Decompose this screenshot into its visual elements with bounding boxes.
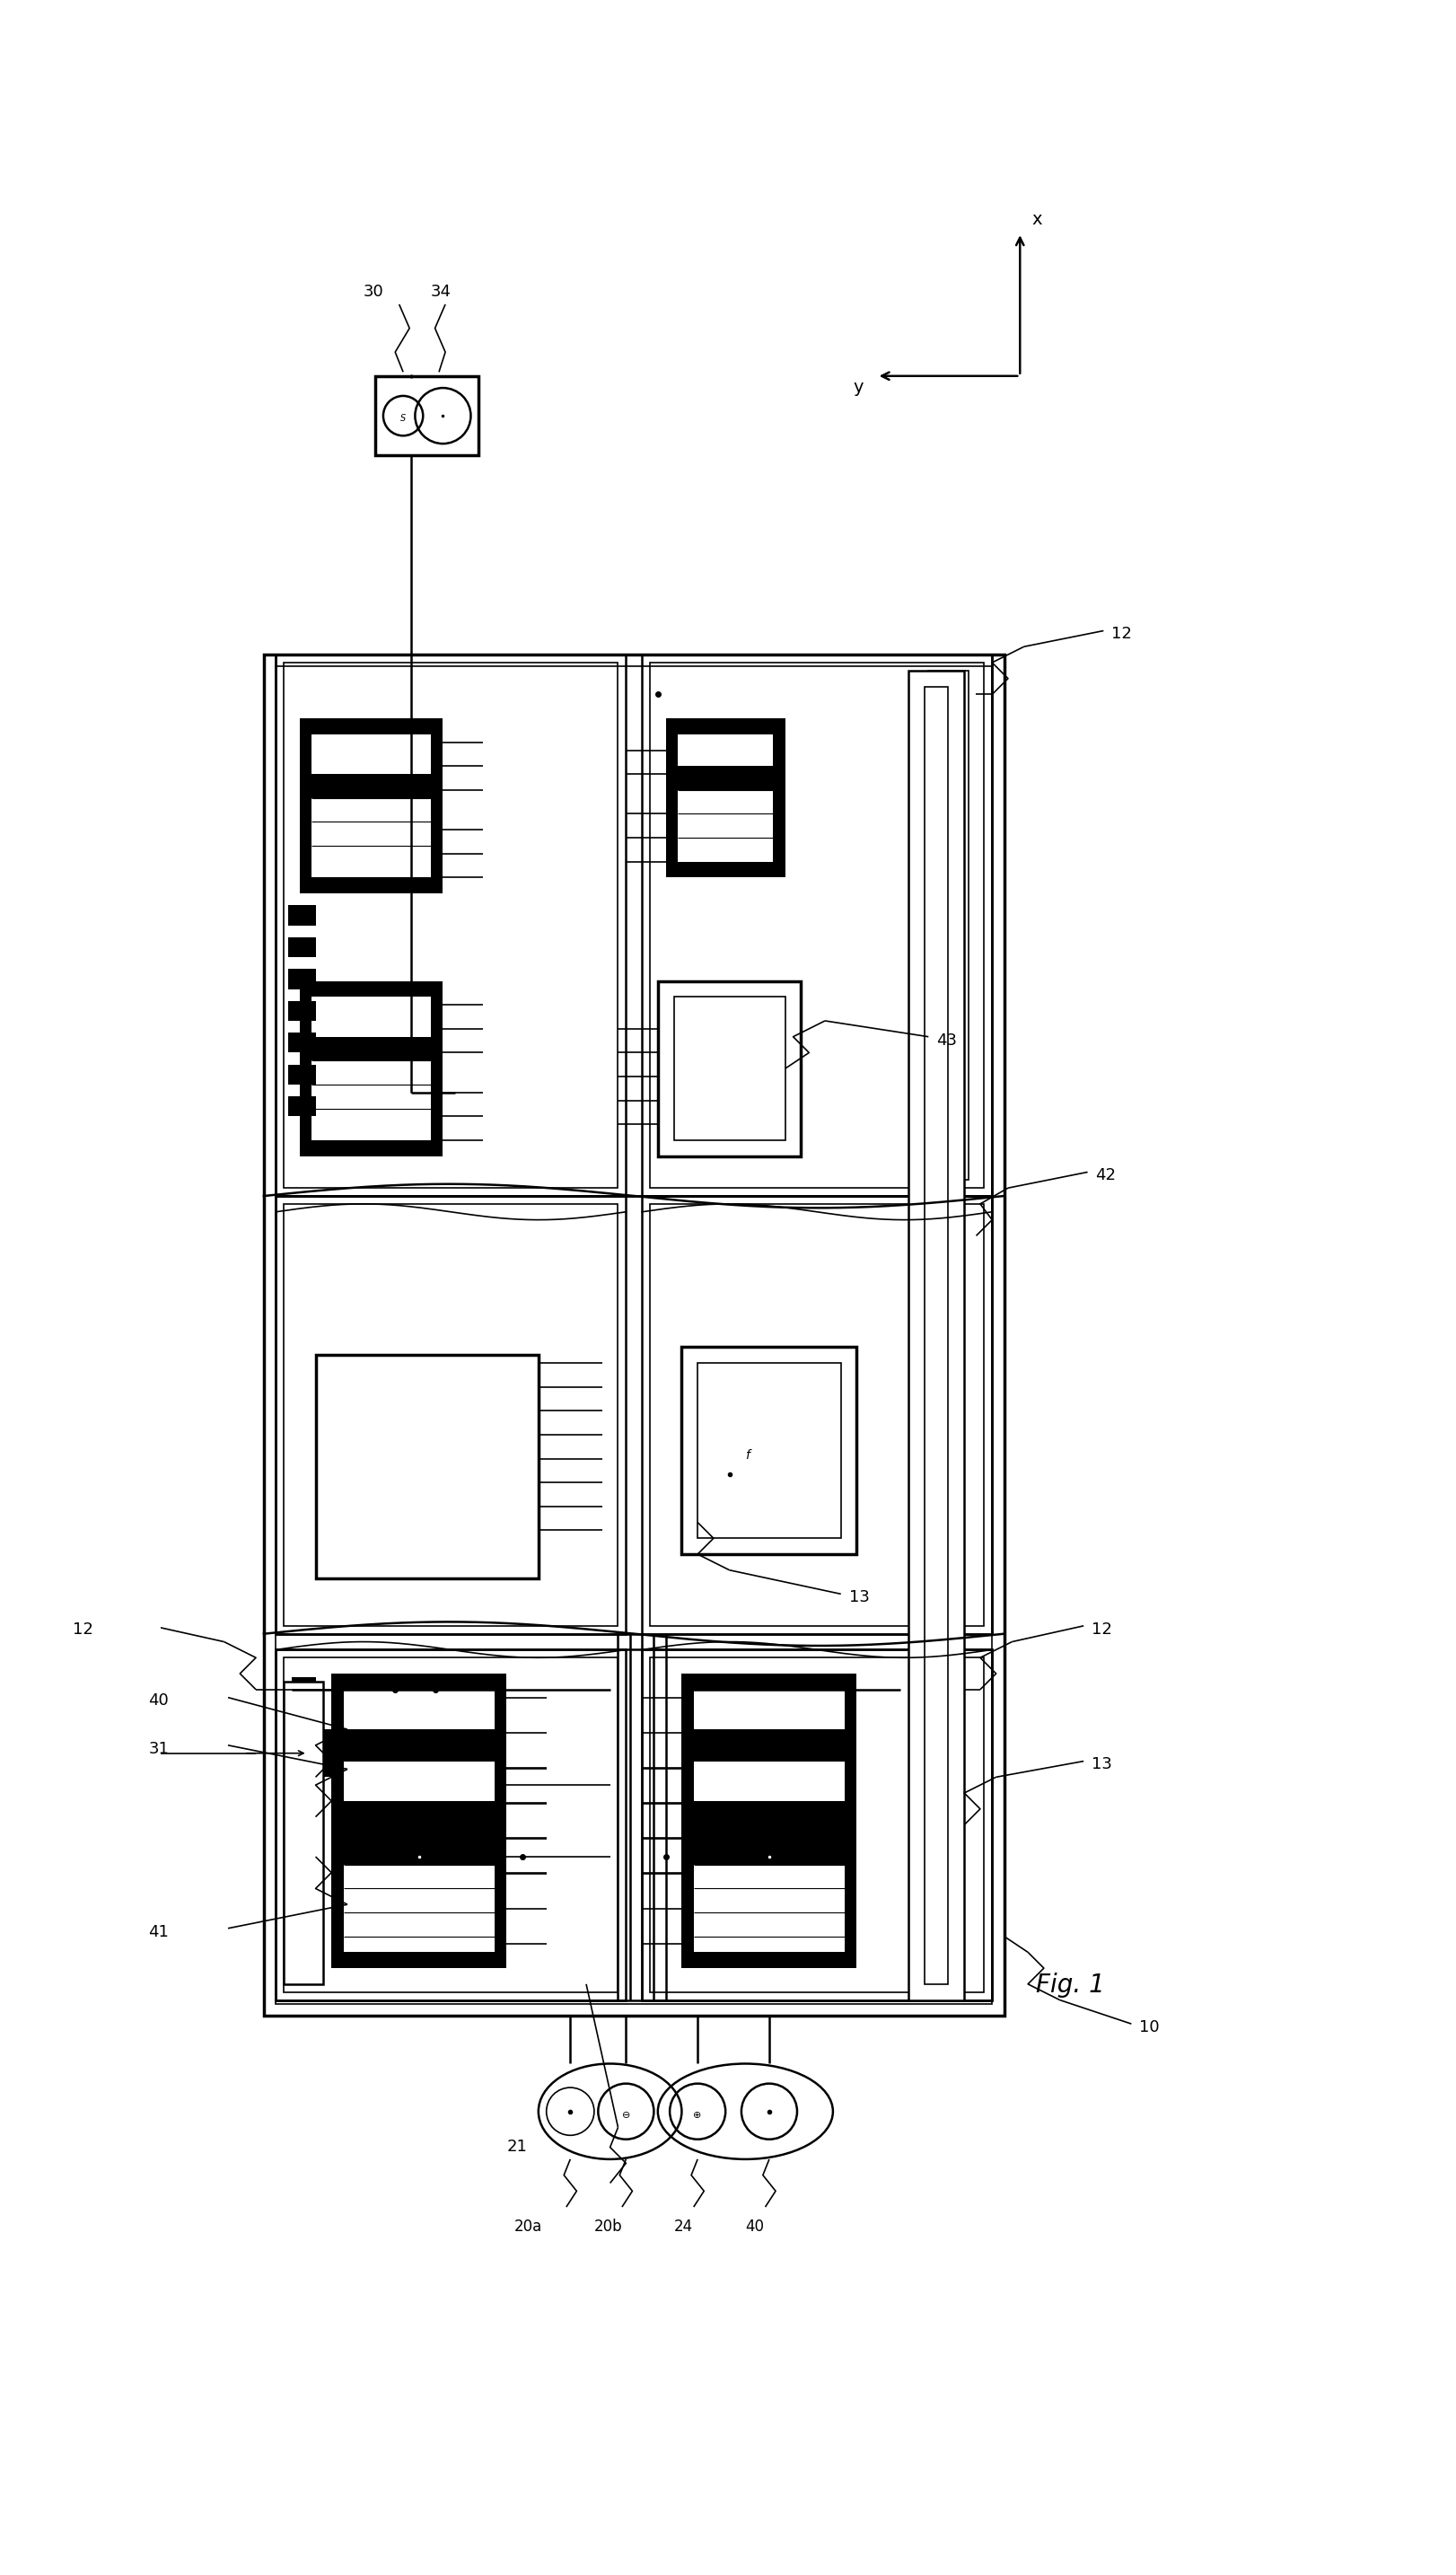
- Text: 42: 42: [1095, 1166, 1117, 1184]
- Text: 12: 12: [1092, 1622, 1112, 1638]
- Bar: [291, 1805, 316, 1826]
- Text: ⊖: ⊖: [622, 2112, 630, 2119]
- Bar: [642, 654, 992, 1195]
- Bar: [291, 1741, 316, 1761]
- Bar: [291, 1869, 316, 1887]
- Text: 40: 40: [745, 2217, 764, 2235]
- Text: 31: 31: [149, 1741, 169, 1756]
- Text: x: x: [1032, 211, 1042, 229]
- Bar: [658, 981, 801, 1156]
- Bar: [332, 1746, 507, 1967]
- Bar: [275, 1651, 992, 2001]
- Bar: [275, 1195, 992, 1633]
- Text: f: f: [745, 1450, 750, 1463]
- Bar: [275, 667, 992, 2003]
- Bar: [275, 654, 992, 1195]
- Text: 10: 10: [1140, 2019, 1159, 2034]
- Bar: [693, 1689, 844, 1730]
- Bar: [665, 718, 785, 878]
- Bar: [284, 1681, 323, 1985]
- Bar: [291, 1836, 316, 1857]
- Bar: [312, 798, 431, 878]
- Text: 30: 30: [364, 283, 384, 299]
- Text: Fig. 1: Fig. 1: [1035, 1972, 1105, 1998]
- Bar: [929, 670, 968, 1179]
- Bar: [312, 1061, 431, 1141]
- Bar: [284, 662, 617, 1187]
- Text: 41: 41: [149, 1924, 169, 1939]
- Bar: [284, 1658, 617, 1993]
- Bar: [693, 1792, 844, 1880]
- Text: 40: 40: [149, 1692, 169, 1710]
- Bar: [642, 1651, 992, 2001]
- Bar: [693, 1761, 844, 1800]
- Text: 21: 21: [507, 2140, 527, 2155]
- Bar: [909, 670, 964, 2001]
- Bar: [697, 1362, 842, 1537]
- Bar: [332, 1674, 507, 1898]
- Text: 34: 34: [431, 283, 451, 299]
- Text: y: y: [853, 379, 863, 397]
- Text: 12: 12: [73, 1622, 93, 1638]
- Bar: [312, 997, 431, 1038]
- Bar: [288, 1033, 316, 1053]
- Bar: [288, 1097, 316, 1118]
- Bar: [264, 654, 1005, 2016]
- Bar: [316, 1354, 539, 1578]
- Text: 12: 12: [1111, 626, 1131, 641]
- Bar: [677, 734, 773, 767]
- Bar: [376, 376, 479, 456]
- Bar: [925, 688, 948, 1985]
- Bar: [300, 981, 443, 1156]
- Text: 24: 24: [674, 2217, 693, 2235]
- Bar: [681, 1347, 856, 1555]
- Text: 20a: 20a: [514, 2217, 543, 2235]
- Bar: [649, 662, 984, 1187]
- Bar: [288, 937, 316, 958]
- Bar: [291, 1774, 316, 1792]
- Bar: [307, 1730, 483, 1777]
- Bar: [288, 1063, 316, 1084]
- Bar: [288, 1002, 316, 1020]
- Bar: [649, 1658, 984, 1993]
- Bar: [344, 1864, 495, 1952]
- Bar: [300, 718, 443, 894]
- Text: ⊕: ⊕: [693, 2112, 702, 2119]
- Bar: [344, 1761, 495, 1800]
- Bar: [288, 906, 316, 924]
- Bar: [312, 734, 431, 775]
- Text: 13: 13: [1092, 1756, 1112, 1772]
- Bar: [275, 1195, 626, 1633]
- Bar: [681, 1746, 856, 1967]
- Bar: [275, 654, 626, 1195]
- Bar: [677, 791, 773, 863]
- Text: 43: 43: [936, 1033, 957, 1048]
- Text: S: S: [400, 415, 406, 422]
- Bar: [642, 1195, 992, 1633]
- Text: 13: 13: [849, 1589, 869, 1607]
- Bar: [291, 1710, 316, 1730]
- Bar: [275, 1651, 626, 2001]
- Bar: [288, 968, 316, 989]
- Bar: [649, 1205, 984, 1625]
- Bar: [693, 1864, 844, 1952]
- Bar: [284, 1205, 617, 1625]
- Bar: [941, 677, 957, 1172]
- Bar: [291, 1676, 316, 1697]
- Text: 20b: 20b: [594, 2217, 623, 2235]
- Bar: [674, 997, 785, 1141]
- Bar: [344, 1792, 495, 1880]
- Bar: [681, 1674, 856, 1898]
- Bar: [344, 1689, 495, 1730]
